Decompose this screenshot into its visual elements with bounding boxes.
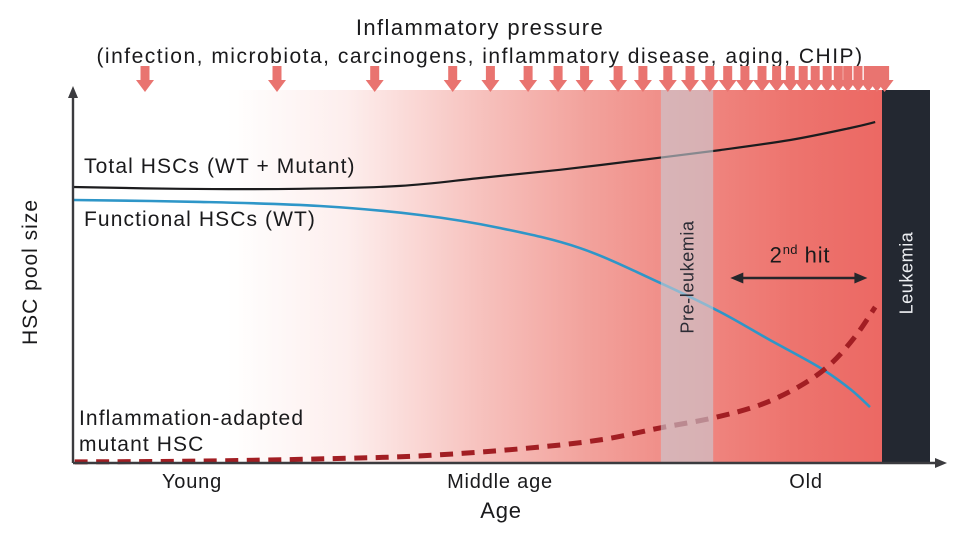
mutant-hsc-curve-label-line1: Inflammation-adapted <box>79 407 305 430</box>
y-axis-label: HSC pool size <box>19 198 42 346</box>
total-hscs-curve-label: Total HSCs (WT + Mutant) <box>84 155 356 178</box>
second-hit-arrow-right-head-icon <box>854 272 868 284</box>
inflammation-gradient-background <box>73 90 930 463</box>
pressure-arrow-down-icon <box>753 66 771 92</box>
pre-leukemia-band-label: Pre-leukemia <box>677 220 698 334</box>
pressure-arrow-down-icon <box>875 66 894 92</box>
second-hit-rest: hit <box>797 242 831 268</box>
pressure-arrow-down-icon <box>136 66 154 92</box>
y-axis-arrowhead-icon <box>68 86 78 98</box>
pressure-arrow-down-icon <box>718 66 737 92</box>
x-axis-label: Age <box>480 498 522 523</box>
figure-title: Inflammatory pressure <box>355 15 605 40</box>
x-tick-young: Young <box>162 471 222 493</box>
pressure-arrow-down-icon <box>443 66 462 92</box>
x-axis-arrowhead-icon <box>935 458 947 468</box>
pressure-arrow-down-icon <box>481 66 500 92</box>
mutant-hsc-curve-label-line2: mutant HSC <box>79 432 205 456</box>
leukemia-band-label: Leukemia <box>896 231 917 315</box>
pressure-arrow-down-icon <box>609 66 628 92</box>
pressure-arrow-down-icon <box>849 66 867 92</box>
pressure-arrow-down-icon <box>575 66 594 92</box>
pressure-arrow-down-icon <box>700 66 719 92</box>
pressure-arrow-down-icon <box>658 66 677 92</box>
pressure-arrow-down-icon <box>829 66 848 92</box>
x-tick-middle-age: Middle age <box>447 471 553 493</box>
pressure-arrow-down-icon <box>268 66 286 92</box>
second-hit-base: 2 <box>769 242 783 268</box>
mutant-hsc-curve-label: Inflammation-adapted mutant HSC <box>79 406 304 457</box>
second-hit-annotation: 2nd hit <box>770 242 831 268</box>
pressure-arrow-down-icon <box>806 66 825 92</box>
pressure-arrow-down-icon <box>681 66 699 92</box>
inflammation-adapted-mutant-hsc-curve <box>74 305 878 465</box>
second-hit-superscript: nd <box>782 242 798 257</box>
pressure-arrow-down-icon <box>549 66 568 92</box>
pressure-arrow-down-icon <box>633 66 652 92</box>
pressure-arrow-down-icon <box>519 66 538 92</box>
functional-hscs-wt--curve <box>72 198 871 409</box>
functional-hscs-curve-label: Functional HSCs (WT) <box>84 208 317 231</box>
pressure-arrow-down-icon <box>818 66 837 92</box>
leukemia-band <box>882 90 930 463</box>
x-tick-old: Old <box>789 471 823 493</box>
total-hscs-wt-mutant--curve <box>72 121 876 191</box>
pressure-arrow-down-icon <box>735 66 754 92</box>
pressure-arrow-down-icon <box>767 66 786 92</box>
figure-subtitle: (infection, microbiota, carcinogens, inf… <box>96 45 864 68</box>
pre-leukemia-band <box>660 90 714 463</box>
pressure-arrow-down-icon <box>365 66 384 92</box>
pressure-arrow-down-icon <box>781 66 800 92</box>
pressure-arrow-down-icon <box>838 66 857 92</box>
pressure-arrow-down-icon <box>794 66 813 92</box>
second-hit-arrow-left-head-icon <box>730 272 744 284</box>
